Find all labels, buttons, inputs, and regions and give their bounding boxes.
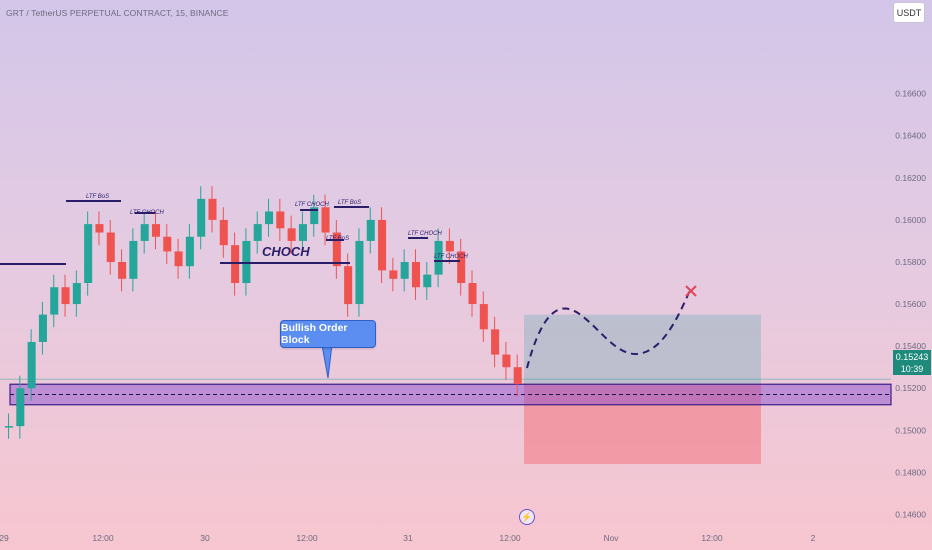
candle-body — [50, 287, 59, 315]
candle-body — [129, 240, 138, 279]
candle-body — [366, 219, 375, 241]
candle-body — [445, 240, 454, 252]
candle-body — [72, 283, 81, 305]
candle-body — [400, 261, 409, 279]
candle-body — [411, 261, 420, 288]
candle-body — [457, 251, 466, 284]
x-tick-label: 29 — [0, 533, 9, 543]
candle-body — [253, 224, 262, 241]
candle-body — [276, 211, 285, 229]
current-price-tag: 0.15243 10:39 — [893, 350, 931, 375]
x-tick-label: 2 — [811, 533, 816, 543]
x-tick-label: 30 — [200, 533, 210, 543]
ltf-label: LTF BoS — [326, 236, 349, 242]
x-tick-label: 31 — [403, 533, 413, 543]
bullish-order-block-zone — [9, 383, 892, 406]
y-tick-label: 0.15200 — [895, 383, 926, 393]
choch-label: CHOCH — [262, 244, 310, 259]
stop-zone — [524, 384, 761, 464]
callout-pointer — [321, 344, 333, 379]
candle-body — [513, 367, 522, 385]
y-tick-label: 0.14600 — [895, 509, 926, 519]
candle-body — [344, 266, 353, 305]
ltf-label: LTF BoS — [86, 194, 109, 200]
y-tick-label: 0.16000 — [895, 215, 926, 225]
candle-body — [231, 245, 240, 284]
candle-body — [434, 240, 443, 275]
y-tick-label: 0.16400 — [895, 131, 926, 141]
current-price-label: 0.15243 — [895, 352, 929, 362]
candle-body — [479, 304, 488, 330]
ltf-label: LTF CHOCH — [130, 210, 164, 216]
candle-body — [265, 211, 274, 225]
y-tick-label: 0.16200 — [895, 173, 926, 183]
candle-body — [502, 354, 511, 368]
candle-body — [468, 283, 477, 305]
candle-body — [140, 224, 149, 241]
target-x-mark — [685, 285, 697, 297]
ltf-label: LTF CHOCH — [295, 202, 329, 208]
symbol-title: GRT / TetherUS PERPETUAL CONTRACT, 15, B… — [6, 8, 229, 18]
candle-body — [389, 270, 398, 279]
candle-body — [219, 219, 228, 246]
y-tick-label: 0.15600 — [895, 299, 926, 309]
y-tick-label: 0.16600 — [895, 89, 926, 99]
candle-body — [378, 219, 387, 271]
target-zone — [524, 314, 761, 385]
candle-body — [118, 261, 127, 279]
candle-body — [61, 287, 70, 305]
x-tick-label: 12:00 — [296, 533, 318, 543]
ltf-label: LTF BoS — [338, 200, 361, 206]
candle-body — [332, 232, 341, 267]
candle-body — [208, 198, 217, 220]
x-tick-label: 12:00 — [92, 533, 114, 543]
candle-body — [95, 224, 104, 233]
candle-body — [185, 236, 194, 267]
candle-body — [491, 329, 500, 355]
candle-body — [355, 240, 364, 305]
candle-body — [163, 236, 172, 252]
currency-badge[interactable]: USDT — [893, 2, 925, 23]
candle-body — [84, 224, 93, 284]
candle-body — [197, 198, 206, 237]
y-tick-label: 0.15000 — [895, 425, 926, 435]
bar-countdown-label: 10:39 — [900, 364, 924, 374]
candle-body — [27, 341, 36, 389]
y-tick-label: 0.15800 — [895, 257, 926, 267]
candle-body — [321, 207, 330, 233]
replay-lightning-icon[interactable]: ⚡ — [519, 509, 535, 525]
candle-body — [106, 232, 115, 262]
candle-body — [16, 388, 25, 427]
x-tick-label: 12:00 — [701, 533, 723, 543]
y-tick-label: 0.15400 — [895, 341, 926, 351]
bullish-order-block-callout[interactable]: Bullish Order Block — [280, 320, 376, 348]
x-tick-label: 12:00 — [499, 533, 521, 543]
candle-body — [5, 426, 14, 428]
candle-body — [151, 224, 160, 237]
y-tick-label: 0.14800 — [895, 467, 926, 477]
candle-body — [38, 314, 47, 342]
projection-path — [526, 289, 691, 369]
candle-body — [423, 274, 432, 288]
ltf-label: LTF CHOCH — [434, 254, 468, 260]
candle-body — [242, 240, 251, 284]
candle-body — [298, 224, 307, 241]
candle-body — [287, 228, 296, 241]
candle-body — [174, 251, 183, 267]
ltf-label: LTF CHOCH — [408, 231, 442, 237]
candle-body — [310, 207, 319, 225]
x-tick-label: Nov — [603, 533, 619, 543]
